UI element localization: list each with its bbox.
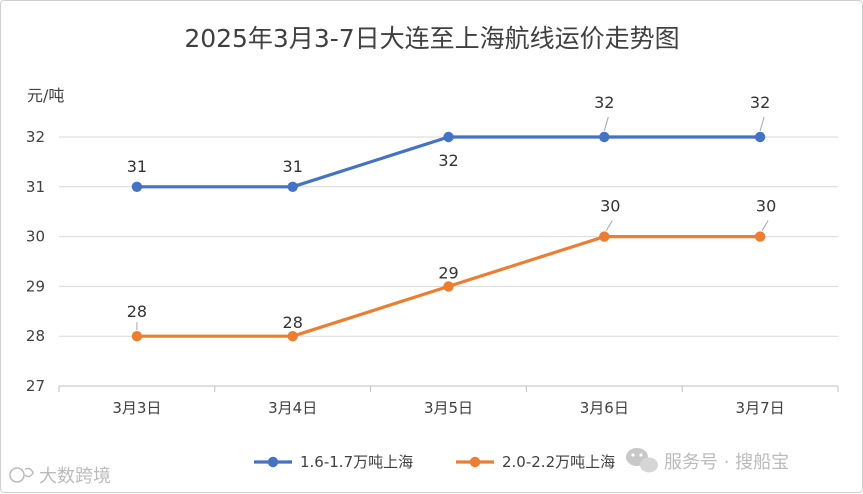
x-tick-label: 3月6日 <box>580 399 629 417</box>
data-point <box>754 231 766 242</box>
watermark-right: 服务号 · 搜船宝 <box>626 448 789 473</box>
data-point <box>443 281 454 292</box>
x-axis: 3月3日 3月4日 3月5日 3月6日 3月7日 <box>58 386 839 417</box>
chart-title: 2025年3月3-7日大连至上海航线运价走势图 <box>184 24 679 53</box>
data-label: 31 <box>127 157 147 176</box>
data-label: 32 <box>594 93 614 112</box>
y-tick-label: 30 <box>26 228 45 246</box>
data-label: 28 <box>283 313 303 332</box>
data-point <box>287 331 298 342</box>
y-tick-label: 28 <box>26 327 45 345</box>
watermark-logo-icon <box>9 467 34 483</box>
y-tick-label: 29 <box>26 277 45 295</box>
data-point <box>131 181 143 192</box>
data-label: 31 <box>283 157 303 176</box>
data-point <box>131 331 143 342</box>
watermark-left: 大数跨境 <box>9 466 111 487</box>
watermark-right-text: 服务号 · 搜船宝 <box>664 452 789 473</box>
y-tick-label: 32 <box>26 128 45 146</box>
legend: 1.6-1.7万吨上海 2.0-2.2万吨上海 <box>254 453 615 471</box>
y-axis-unit-label: 元/吨 <box>27 86 64 105</box>
y-tick-label: 27 <box>26 377 45 395</box>
x-tick-label: 3月4日 <box>268 399 317 417</box>
legend-label: 1.6-1.7万吨上海 <box>300 453 413 471</box>
x-tick-label: 3月7日 <box>736 399 785 417</box>
series-layer <box>131 131 766 342</box>
data-label: 29 <box>438 263 458 282</box>
y-axis-ticks: 27 28 29 30 31 32 <box>26 128 45 395</box>
legend-swatch-marker <box>469 456 481 468</box>
data-point <box>599 131 610 143</box>
x-tick-label: 3月5日 <box>424 399 473 417</box>
data-labels: 31 31 32 32 32 28 28 29 30 30 <box>127 93 777 332</box>
data-point <box>287 181 298 192</box>
x-tick-label: 3月3日 <box>112 399 161 417</box>
legend-swatch-marker <box>267 456 279 468</box>
data-label: 32 <box>438 151 458 170</box>
leader-line <box>759 116 765 132</box>
gridlines <box>59 136 838 387</box>
watermark-left-text: 大数跨境 <box>39 466 111 487</box>
data-label: 30 <box>600 197 620 216</box>
legend-label: 2.0-2.2万吨上海 <box>502 453 615 471</box>
data-point <box>754 131 766 143</box>
data-label: 32 <box>750 93 770 112</box>
leader-line <box>761 220 769 231</box>
data-label: 28 <box>127 302 147 321</box>
data-point <box>443 131 454 143</box>
data-point <box>599 231 610 242</box>
wechat-icon <box>626 448 658 473</box>
leader-line <box>603 116 609 132</box>
data-label: 30 <box>756 197 776 216</box>
y-tick-label: 31 <box>26 178 45 196</box>
leader-line <box>605 220 613 231</box>
